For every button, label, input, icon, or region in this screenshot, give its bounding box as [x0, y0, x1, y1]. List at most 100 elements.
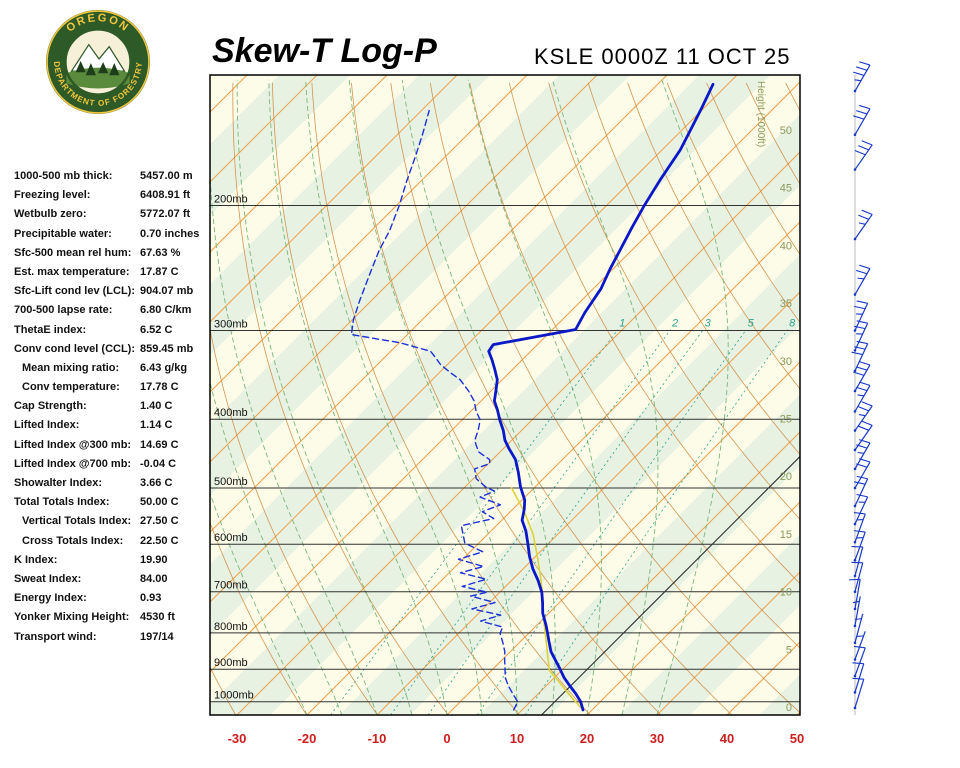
- index-row: Freezing level: 6408.91 ft: [14, 186, 212, 205]
- index-value: 1.14 C: [140, 419, 173, 432]
- wind-barb: [854, 214, 873, 240]
- mixing-ratio-label: 8: [789, 317, 796, 329]
- mixing-ratio-label: 3: [705, 317, 712, 329]
- temperature-profile: [487, 82, 715, 712]
- page-title: Skew-T Log-P: [212, 32, 437, 70]
- index-label: Yonker Mixing Height:: [14, 611, 130, 624]
- station-datetime: KSLE 0000Z 11 OCT 25: [534, 44, 791, 69]
- wind-barb: [854, 461, 871, 489]
- height-axis-title: Height (1000ft): [755, 81, 766, 147]
- mixing-ratio-label: 1: [619, 317, 625, 329]
- index-value: 904.07 mb: [140, 285, 194, 298]
- index-value: 4530 ft: [140, 611, 175, 624]
- temp-axis-label: 20: [580, 731, 594, 746]
- index-row: Sfc-500 mean rel hum: 67.63 %: [14, 244, 212, 263]
- temp-axis-label: -20: [298, 731, 317, 746]
- indices-panel: 1000-500 mb thick: 5457.00 m Freezing leve…: [14, 167, 212, 647]
- wind-barb: [854, 546, 864, 577]
- pressure-label: 600mb: [214, 532, 248, 544]
- height-tick-label: 50: [780, 125, 792, 137]
- index-label: Mean mixing ratio:: [22, 361, 120, 374]
- index-label: ThetaE index:: [14, 323, 87, 336]
- temp-axis-label: 10: [510, 731, 524, 746]
- logo-outer-stroke: [46, 10, 150, 114]
- index-value: 0.93: [140, 592, 162, 605]
- index-label: Conv cond level (CCL):: [14, 342, 136, 355]
- pressure-label: 700mb: [214, 580, 248, 592]
- index-row: Mean mixing ratio: 6.43 g/kg: [14, 359, 212, 378]
- mixing-ratio-label: 2: [671, 317, 678, 329]
- pressure-label: 200mb: [214, 193, 248, 205]
- height-tick-label: 30: [780, 356, 792, 368]
- index-label: Cross Totals Index:: [22, 534, 124, 547]
- index-label: Showalter Index:: [14, 477, 103, 489]
- wind-barb: [854, 663, 865, 693]
- wind-barb: [854, 596, 861, 627]
- index-row: Conv cond level (CCL): 859.45 mb: [14, 340, 212, 359]
- index-value: 859.45 mb: [140, 342, 194, 355]
- wind-barb: [854, 108, 871, 136]
- index-label: K Index:: [14, 553, 58, 566]
- index-value: 17.87 C: [140, 265, 179, 278]
- height-tick-label: 10: [780, 587, 792, 599]
- index-row: Sfc-Lift cond lev (LCL): 904.07 mb: [14, 282, 212, 301]
- height-tick-label: 35: [780, 298, 792, 310]
- index-row: Showalter Index: 3.66 C: [14, 474, 212, 493]
- index-label: Cap Strength:: [14, 400, 87, 413]
- index-row: Transport wind: 197/14: [14, 628, 212, 647]
- index-row: Lifted Index @300 mb: 14.69 C: [14, 436, 212, 455]
- index-label: Est. max temperature:: [14, 265, 130, 278]
- index-label: Precipitable water:: [14, 227, 112, 240]
- wind-barb: [854, 531, 866, 561]
- height-tick-label: 40: [780, 240, 792, 252]
- index-label: Total Totals Index:: [14, 496, 110, 509]
- wind-barb: [854, 385, 871, 412]
- mixing-ratio-label: 5: [748, 317, 755, 329]
- dewpoint-profile: [350, 109, 519, 711]
- temp-axis-label: 40: [720, 731, 734, 746]
- index-label: Conv temperature:: [22, 381, 120, 394]
- index-row: Energy Index: 0.93: [14, 589, 212, 608]
- index-label: Wetbulb zero:: [14, 208, 87, 221]
- wind-barb: [854, 303, 869, 331]
- wind-barb: [854, 579, 861, 609]
- index-row: Yonker Mixing Height: 4530 ft: [14, 608, 212, 627]
- index-row: Vertical Totals Index: 27.50 C: [14, 512, 212, 531]
- index-row: 700-500 lapse rate: 6.80 C/km: [14, 301, 212, 320]
- pressure-label: 900mb: [214, 657, 248, 669]
- wind-barb: [854, 144, 873, 170]
- wind-barb: [854, 631, 866, 660]
- index-value: 17.78 C: [140, 381, 179, 394]
- wind-barb: [854, 343, 869, 372]
- wind-barb: [854, 478, 869, 507]
- temp-axis-label: -30: [228, 731, 247, 746]
- wind-barb: [854, 562, 864, 592]
- wind-barb: [854, 322, 869, 351]
- wind-barb: [854, 425, 873, 451]
- index-value: 67.63 %: [140, 246, 181, 259]
- height-tick-label: 5: [786, 644, 792, 656]
- wind-barb: [854, 647, 866, 677]
- index-value: 27.50 C: [140, 515, 179, 528]
- temp-axis-label: 30: [650, 731, 664, 746]
- skewt-svg: 200mb 300mb 400mb 500mb 600mb 700mb 800mb 900mb…: [209, 61, 873, 746]
- grid-layer: [210, 75, 800, 715]
- index-row: Wetbulb zero: 5772.07 ft: [14, 205, 212, 224]
- wind-barb: [854, 405, 873, 431]
- index-value: 3.66 C: [140, 477, 173, 489]
- axis-labels: 200mb 300mb 400mb 500mb 600mb 700mb 800mb 900mb…: [214, 81, 804, 746]
- wind-barbs: [848, 61, 873, 715]
- index-row: Lifted Index @700 mb: -0.04 C: [14, 455, 212, 474]
- index-value: 0.70 inches: [140, 227, 200, 240]
- height-tick-label: 0: [786, 702, 792, 714]
- chart-background: [210, 75, 800, 715]
- index-label: Freezing level:: [14, 189, 91, 202]
- odf-logo: OREGON DEPARTMENT OF FORESTRY: [46, 10, 150, 114]
- index-label: 1000-500 mb thick:: [14, 170, 113, 182]
- index-value: 5772.07 ft: [140, 208, 191, 221]
- index-row: Cap Strength: 1.40 C: [14, 397, 212, 416]
- pressure-label: 500mb: [214, 476, 248, 488]
- index-label: Sfc-Lift cond lev (LCL):: [14, 285, 135, 298]
- temp-axis-label: -10: [368, 731, 387, 746]
- index-row: Est. max temperature: 17.87 C: [14, 263, 212, 282]
